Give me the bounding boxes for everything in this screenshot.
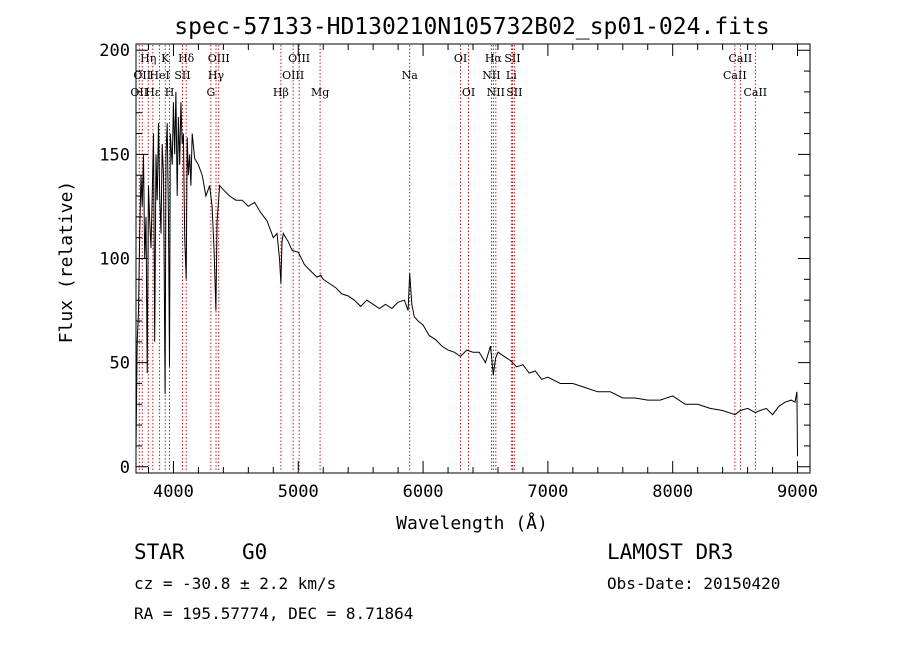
line-marker-label: SII (506, 86, 522, 99)
axis-ticks (136, 44, 810, 473)
y-tick-label: 50 (110, 354, 130, 374)
spectrum-line (135, 91, 798, 457)
chart-title: spec-57133-HD130210N105732B02_sp01-024.f… (174, 14, 769, 40)
line-marker-label: Hα (485, 52, 503, 65)
line-marker-label: Hγ (208, 69, 225, 82)
y-tick-label: 200 (99, 41, 130, 61)
line-marker-label: OIII (288, 52, 310, 65)
x-tick-label: 9000 (777, 482, 818, 502)
y-axis-label: Flux (relative) (56, 181, 77, 344)
line-marker-label: Na (402, 69, 419, 82)
x-tick-label: 5000 (278, 482, 319, 502)
line-marker-label: HeI (149, 69, 169, 82)
line-marker-label: NII (487, 86, 505, 99)
line-marker-label: OI (454, 52, 467, 65)
line-marker-label: NII (482, 69, 500, 82)
line-marker-label: OII (130, 86, 148, 99)
redshift-velocity: cz = -30.8 ± 2.2 km/s (134, 574, 337, 593)
line-marker-label: CaII (729, 52, 753, 65)
x-tick-label: 4000 (153, 482, 194, 502)
line-marker-label: OI (462, 86, 475, 99)
spectral-subclass: G0 (242, 540, 268, 564)
line-marker-label: CaII (743, 86, 767, 99)
object-class: STAR (134, 540, 185, 564)
line-marker-label: OIII (208, 52, 230, 65)
line-marker-labels: OII OII Hη Hε HeI K H SII Hδ G Hγ OIII Hβ OIII OIII Mg N… (130, 52, 767, 99)
x-tick-label: 8000 (652, 482, 693, 502)
observation-date: Obs-Date: 20150420 (607, 574, 781, 593)
line-marker-label: H (165, 86, 175, 99)
line-marker-label: Hη (140, 52, 156, 65)
line-marker-label: G (206, 86, 215, 99)
y-tick-label: 100 (99, 250, 130, 270)
line-marker-label: K (161, 52, 170, 65)
line-marker-label: SII (504, 52, 520, 65)
survey-name: LAMOST DR3 (607, 540, 734, 564)
y-tick-label: 0 (120, 458, 130, 478)
line-marker-label: Li (506, 69, 517, 82)
line-marker-label: Mg (311, 86, 329, 99)
x-axis-label: Wavelength (Å) (396, 512, 548, 534)
line-marker-label: SII (174, 69, 190, 82)
plot-frame (135, 43, 811, 474)
line-marker-label: OIII (282, 69, 304, 82)
axis-tick-labels: 4000 5000 6000 7000 8000 9000 0 50 100 150 200 (99, 41, 818, 502)
line-marker-label: Hβ (273, 86, 289, 99)
x-tick-label: 6000 (403, 482, 444, 502)
line-marker-label: Hδ (178, 52, 195, 65)
sky-coordinates: RA = 195.57774, DEC = 8.71864 (134, 604, 414, 623)
line-markers (138, 45, 756, 472)
line-marker-label: OII (133, 69, 151, 82)
y-tick-label: 150 (99, 145, 130, 165)
line-marker-label: Hε (145, 86, 161, 99)
line-marker-label: CaII (723, 69, 747, 82)
x-tick-label: 7000 (527, 482, 568, 502)
